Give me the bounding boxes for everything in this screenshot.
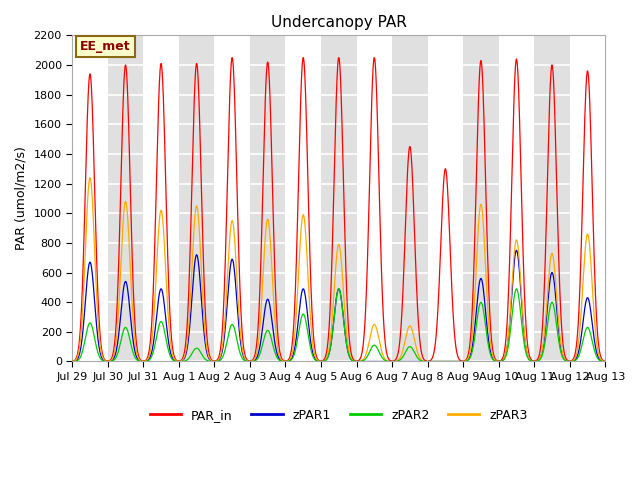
zPAR1 (217, 353, 225, 359)
zPAR2 (602, 359, 609, 364)
zPAR2 (513, 286, 520, 292)
zPAR1 (354, 359, 362, 364)
zPAR3 (366, 336, 374, 342)
zPAR3 (602, 359, 609, 364)
zPAR3 (494, 359, 502, 364)
Bar (179, 36, 214, 361)
zPAR3 (554, 317, 562, 323)
PAR_in (494, 358, 502, 364)
Bar (392, 36, 428, 361)
zPAR1 (602, 359, 609, 364)
zPAR2 (354, 359, 362, 364)
zPAR3 (217, 350, 225, 356)
Bar (463, 36, 499, 361)
Line: zPAR1: zPAR1 (72, 250, 605, 361)
zPAR1 (68, 359, 76, 364)
Bar (143, 36, 179, 361)
PAR_in (554, 245, 562, 251)
Bar (250, 36, 285, 361)
zPAR1 (570, 358, 577, 364)
zPAR1 (365, 359, 373, 364)
zPAR3 (570, 358, 577, 363)
PAR_in (68, 359, 76, 364)
zPAR2 (68, 359, 76, 364)
zPAR2 (365, 349, 373, 355)
Bar (214, 36, 250, 361)
zPAR2 (570, 359, 577, 364)
Y-axis label: PAR (umol/m2/s): PAR (umol/m2/s) (15, 146, 28, 251)
zPAR3 (355, 359, 362, 364)
Bar (428, 36, 463, 361)
zPAR3 (68, 359, 76, 364)
zPAR1 (513, 247, 520, 253)
Line: zPAR2: zPAR2 (72, 289, 605, 361)
PAR_in (602, 359, 609, 364)
PAR_in (366, 171, 374, 177)
zPAR1 (554, 324, 562, 330)
Bar (534, 36, 570, 361)
Bar (499, 36, 534, 361)
Bar (285, 36, 321, 361)
zPAR2 (217, 357, 225, 362)
Bar (108, 36, 143, 361)
Line: zPAR3: zPAR3 (72, 178, 605, 361)
zPAR3 (86, 175, 94, 180)
Bar (356, 36, 392, 361)
zPAR2 (554, 336, 562, 342)
PAR_in (228, 55, 236, 60)
PAR_in (355, 358, 362, 364)
zPAR1 (493, 359, 501, 364)
Bar (72, 36, 108, 361)
PAR_in (570, 356, 577, 362)
PAR_in (217, 343, 225, 349)
Text: EE_met: EE_met (80, 40, 131, 53)
Line: PAR_in: PAR_in (72, 58, 605, 361)
Bar (321, 36, 356, 361)
zPAR2 (493, 359, 501, 364)
Title: Undercanopy PAR: Undercanopy PAR (271, 15, 406, 30)
Legend: PAR_in, zPAR1, zPAR2, zPAR3: PAR_in, zPAR1, zPAR2, zPAR3 (145, 404, 532, 427)
Bar (570, 36, 605, 361)
